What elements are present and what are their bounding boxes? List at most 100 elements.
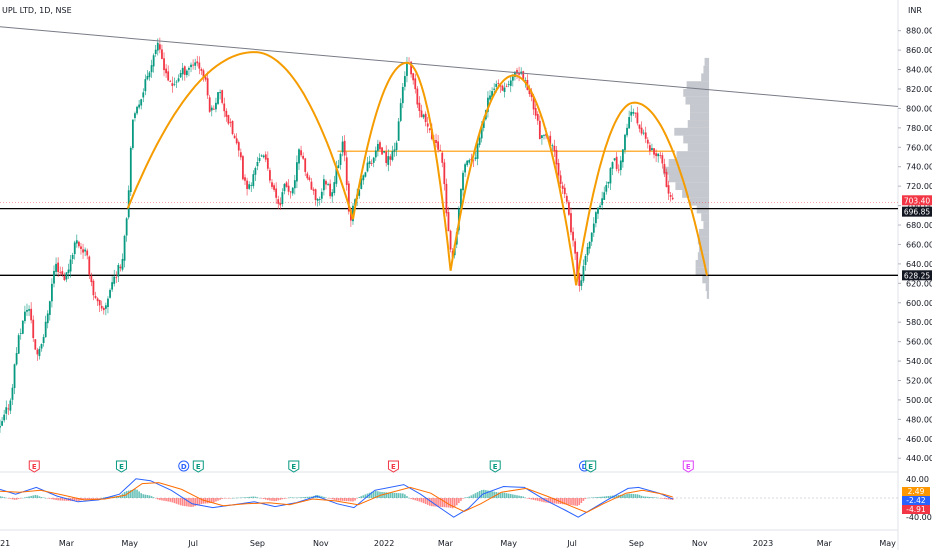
candle-body <box>572 231 574 241</box>
macd-histogram-bar <box>493 491 495 498</box>
macd-histogram-bar <box>358 496 360 498</box>
arc-pattern-2 <box>352 61 452 271</box>
earnings-icon <box>115 460 127 473</box>
candle-body <box>325 180 327 185</box>
macd-histogram-bar <box>250 496 253 498</box>
macd-histogram-bar <box>588 497 591 499</box>
macd-histogram-bar <box>1 496 3 498</box>
candle-body <box>206 78 209 96</box>
macd-histogram-bar <box>528 498 531 499</box>
event-marker-e[interactable]: E <box>585 460 597 473</box>
candle-body <box>82 249 84 253</box>
volume-profile-bar <box>676 151 710 159</box>
macd-histogram-bar <box>478 491 481 498</box>
candle-body <box>532 96 535 110</box>
macd-histogram-bar <box>339 498 342 501</box>
candle-body <box>609 168 612 184</box>
macd-histogram-bar <box>231 497 234 499</box>
macd-histogram-bar <box>474 493 477 498</box>
macd-histogram-bar <box>233 497 236 499</box>
macd-histogram-bar <box>179 498 182 506</box>
macd-histogram-bar <box>385 492 387 498</box>
candle-body <box>13 364 16 388</box>
macd-histogram-bar <box>331 498 334 500</box>
candle-body <box>279 203 282 206</box>
macd-histogram-bar <box>223 498 226 499</box>
candle-body <box>584 255 587 265</box>
candle-body <box>131 119 134 148</box>
candle-body <box>414 78 417 90</box>
event-marker-e[interactable]: E <box>115 460 127 473</box>
signal-line <box>0 482 673 513</box>
macd-histogram-bar <box>655 497 657 499</box>
candle-body <box>271 182 273 187</box>
volume-profile-bar <box>674 127 710 136</box>
candle-body <box>96 298 99 302</box>
candle-body <box>362 175 365 181</box>
time-tick-label: 21 <box>0 539 10 548</box>
event-marker-e[interactable]: E <box>192 460 204 473</box>
macd-histogram-bar <box>433 498 435 507</box>
macd-histogram-bar <box>271 498 273 501</box>
macd-histogram-bar <box>671 498 674 500</box>
candle-body <box>7 408 10 410</box>
macd-histogram-bar <box>202 498 205 504</box>
macd-histogram-bar <box>9 498 12 499</box>
candle-body <box>188 67 190 70</box>
candle-body <box>138 104 141 108</box>
macd-histogram-bar <box>543 498 545 503</box>
event-marker-e[interactable]: E <box>288 460 300 473</box>
candle-body <box>235 138 238 144</box>
macd-histogram-bar <box>530 498 533 500</box>
macd-histogram-bar <box>443 498 446 508</box>
macd-histogram-bar <box>636 494 639 498</box>
macd-histogram-bar <box>38 496 41 498</box>
candle-body <box>227 115 230 124</box>
macd-histogram-bar <box>553 498 556 504</box>
macd-histogram-bar <box>84 498 86 500</box>
time-axis[interactable]: 21 Mar May Jul Sep Nov 2022 Mar May Jul Sep Nov 2023… <box>0 539 896 548</box>
macd-histogram-bar <box>422 498 425 504</box>
macd-histogram-bar <box>333 498 336 500</box>
candle-body <box>538 120 541 139</box>
candle-body <box>611 162 614 169</box>
event-marker-e[interactable]: E <box>28 460 40 473</box>
candle-body <box>615 156 618 169</box>
candle-body <box>368 161 371 165</box>
candle-body <box>644 132 647 139</box>
candle-body <box>302 155 305 159</box>
macd-histogram-bar <box>549 498 552 504</box>
macd-histogram-bar <box>522 496 525 498</box>
candle-body <box>17 335 20 354</box>
candle-body <box>541 135 543 139</box>
macd-histogram-bar <box>605 496 608 498</box>
candle-body <box>619 160 622 171</box>
event-marker-e[interactable]: E <box>489 460 501 473</box>
volume-profile-bar <box>675 182 710 191</box>
event-marker-d[interactable]: D <box>178 460 190 472</box>
candle-body <box>389 156 392 160</box>
macd-histogram-bar <box>644 496 647 498</box>
event-marker-e[interactable]: E <box>387 460 399 473</box>
candle-body <box>53 270 55 284</box>
macd-histogram-bar <box>595 497 597 498</box>
macd-histogram-bar <box>275 498 277 501</box>
candle-body <box>134 113 136 119</box>
price-tick-label: 880.00 <box>906 27 932 36</box>
candle-body <box>65 272 68 280</box>
macd-histogram-bar <box>416 498 419 501</box>
macd-histogram-bar <box>354 498 356 501</box>
event-marker-e[interactable]: E <box>682 460 694 473</box>
price-axis[interactable]: 440.00 460.00 480.00 500.00 520.00 540.00 560.… <box>898 27 932 523</box>
candle-body <box>557 162 560 176</box>
macd-histogram-bar <box>198 498 201 505</box>
macd-histogram-bar <box>360 496 363 498</box>
volume-profile-bar <box>702 275 710 284</box>
price-tag-bg <box>902 270 932 281</box>
price-tag-1: 703.40 <box>902 195 932 206</box>
macd-histogram-bar <box>82 498 84 500</box>
candle-body <box>67 269 70 273</box>
macd-histogram-bar <box>649 496 651 498</box>
candle-body <box>30 308 33 321</box>
